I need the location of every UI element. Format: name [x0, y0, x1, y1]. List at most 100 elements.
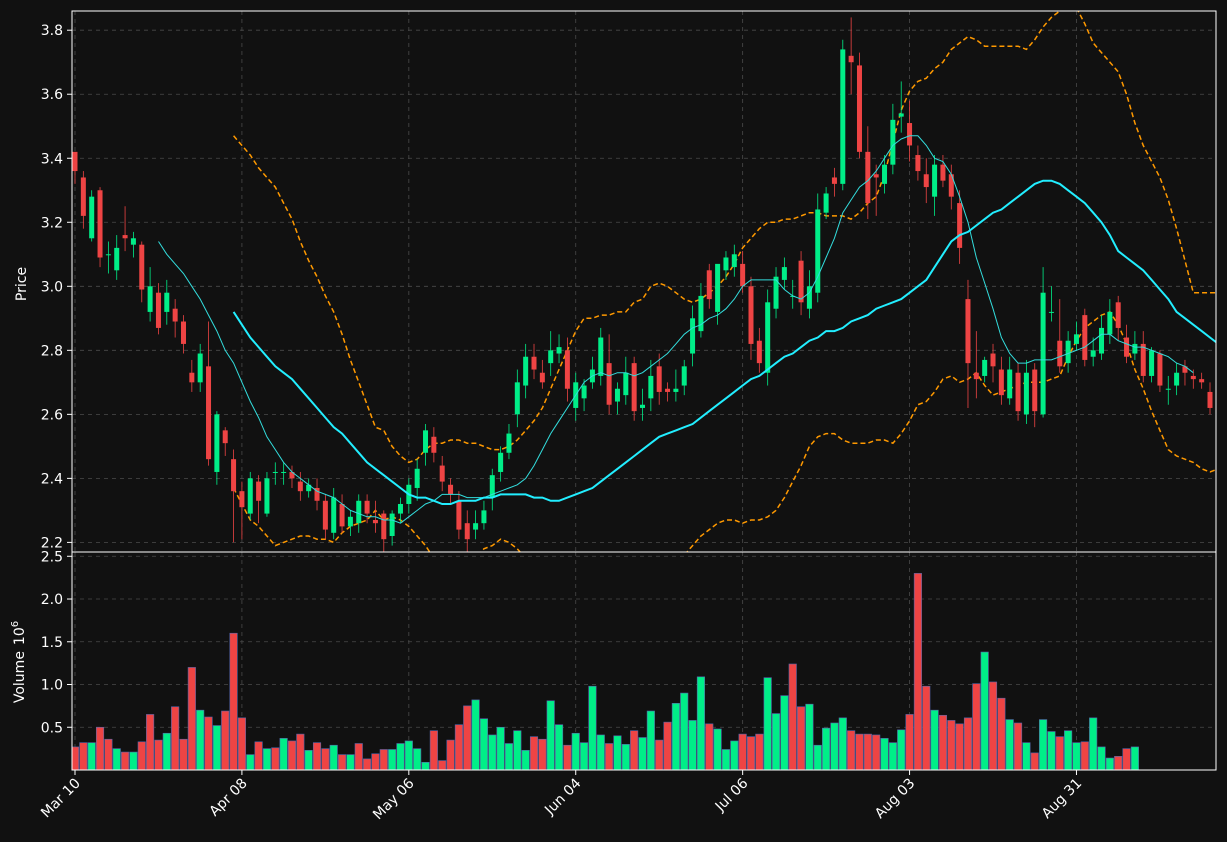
- volume-bar: [538, 738, 547, 770]
- candle-body: [1007, 369, 1013, 399]
- candle-body: [623, 372, 629, 396]
- candle-body: [222, 430, 228, 444]
- volume-bar: [254, 741, 263, 770]
- candle-body: [756, 340, 762, 364]
- moving-averages: [158, 135, 1216, 524]
- candle-body: [831, 177, 837, 184]
- candle-body: [1048, 311, 1054, 313]
- volume-tick-label: 2.0: [41, 592, 63, 608]
- candle-body: [531, 356, 537, 370]
- volume-bar: [730, 740, 739, 770]
- volume-bar: [529, 736, 539, 770]
- volume-bar: [363, 758, 372, 770]
- candlesticks: [72, 17, 1213, 552]
- price-axis-label: Price: [14, 267, 30, 301]
- candle-body: [539, 372, 545, 383]
- candle-body: [180, 321, 186, 344]
- volume-bar: [588, 685, 597, 770]
- volume-bar: [279, 738, 288, 770]
- candle-body: [873, 174, 879, 178]
- candle-body: [314, 487, 320, 501]
- volume-bar: [296, 733, 305, 770]
- volume-bar: [346, 754, 355, 770]
- volume-bar: [1122, 748, 1131, 770]
- volume-axis-label-base: 10: [12, 627, 28, 645]
- volume-bar: [521, 750, 530, 770]
- volume-bar: [1013, 722, 1023, 770]
- volume-bar: [171, 706, 180, 770]
- volume-bar: [329, 744, 338, 770]
- candle-body: [489, 475, 495, 498]
- volume-bar: [179, 738, 188, 770]
- volume-grid: [72, 552, 1216, 770]
- candle-body: [147, 286, 153, 312]
- candle-body: [740, 263, 746, 287]
- volume-bar: [87, 742, 96, 770]
- candle-body: [1140, 343, 1146, 376]
- volume-bar: [930, 709, 939, 770]
- candle-body: [665, 388, 671, 392]
- volume-bar: [396, 743, 405, 770]
- candle-body: [915, 155, 921, 172]
- candle-body: [773, 276, 779, 309]
- volume-bar: [104, 738, 113, 770]
- volume-bar: [580, 742, 589, 770]
- candle-body: [907, 123, 913, 146]
- candle-body: [72, 151, 78, 172]
- volume-bar: [229, 632, 238, 770]
- volume-bar: [429, 730, 438, 770]
- volume-bar: [496, 726, 505, 770]
- volume-bar: [1089, 717, 1098, 770]
- volume-bar: [204, 716, 213, 770]
- candle-body: [731, 254, 737, 268]
- candle-body: [765, 302, 771, 373]
- candle-body: [673, 388, 679, 392]
- volume-bar: [838, 717, 847, 770]
- volume-bar: [95, 726, 105, 770]
- volume-bar: [121, 751, 130, 770]
- candle-body: [581, 385, 587, 399]
- volume-bar: [680, 692, 689, 770]
- candle-body: [548, 350, 554, 364]
- volume-bar: [696, 676, 705, 770]
- price-tick-label: 3.6: [41, 87, 63, 103]
- volume-bar: [304, 750, 313, 770]
- candle-body: [389, 513, 395, 536]
- volume-bar: [780, 695, 789, 770]
- volume-bar: [154, 739, 163, 770]
- volume-axis-label-power: 6: [10, 621, 21, 627]
- candle-body: [423, 430, 429, 453]
- candle-body: [865, 151, 871, 204]
- candle-body: [823, 193, 829, 213]
- price-tick-label: 2.4: [41, 471, 63, 487]
- candle-body: [564, 350, 570, 389]
- candle-body: [297, 481, 303, 492]
- volume-bar: [79, 742, 88, 770]
- price-tick-label: 3.8: [41, 23, 63, 39]
- volume-bar: [980, 651, 989, 770]
- candle-body: [1132, 343, 1138, 354]
- candle-body: [556, 347, 562, 354]
- candle-body: [139, 244, 145, 290]
- candle-body: [239, 491, 245, 508]
- volume-bar: [922, 685, 931, 770]
- candle-body: [948, 174, 954, 197]
- candle-body: [281, 471, 287, 473]
- candle-body: [1190, 375, 1196, 380]
- candle-body: [798, 260, 804, 303]
- candle-body: [890, 119, 896, 165]
- candle-body: [1149, 350, 1155, 376]
- volume-bar: [880, 738, 889, 770]
- volume-panel-frame: [71, 551, 1217, 771]
- candle-body: [840, 49, 846, 184]
- candle-body: [706, 270, 712, 300]
- price-tick-label: 3.4: [41, 151, 63, 167]
- volume-bar: [388, 749, 397, 770]
- candle-body: [1065, 340, 1071, 364]
- volume-bar: [371, 753, 380, 770]
- volume-bar: [863, 733, 872, 770]
- volume-bar: [988, 681, 998, 770]
- volume-bar: [1105, 757, 1114, 770]
- candle-body: [473, 523, 479, 530]
- volume-bar: [1047, 731, 1056, 770]
